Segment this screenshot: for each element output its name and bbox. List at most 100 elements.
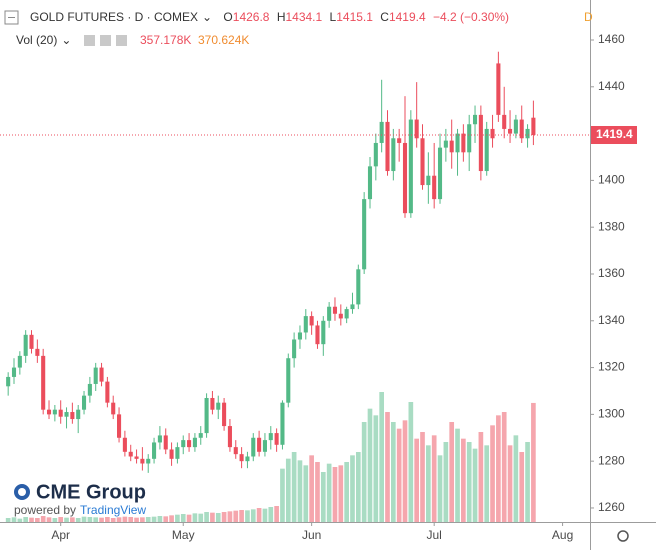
candle-body bbox=[87, 383, 92, 396]
volume-bar bbox=[280, 468, 285, 522]
dropdown-arrow[interactable]: ⌄ bbox=[202, 10, 212, 24]
candle-body bbox=[187, 440, 192, 448]
volume-bar bbox=[40, 516, 46, 522]
volume-bar bbox=[367, 408, 373, 522]
volume-bar bbox=[338, 465, 344, 522]
volume-title[interactable]: Vol (20) bbox=[16, 33, 57, 47]
volume-bar bbox=[140, 517, 145, 522]
settings-gear[interactable] bbox=[617, 530, 629, 542]
candle-body bbox=[128, 451, 133, 457]
candle-body bbox=[105, 381, 110, 403]
candle-body bbox=[309, 316, 314, 326]
volume-bar bbox=[256, 508, 262, 522]
remove-button[interactable] bbox=[116, 35, 127, 46]
candle-body bbox=[17, 355, 22, 368]
y-tick-label: 1280 bbox=[598, 453, 625, 467]
volume-bar bbox=[116, 517, 122, 522]
volume-bar bbox=[361, 422, 367, 522]
powered-by-brand[interactable]: TradingView bbox=[80, 503, 146, 517]
volume-bar bbox=[151, 516, 157, 522]
volume-bar bbox=[355, 452, 361, 522]
volume-bar bbox=[23, 517, 29, 522]
ohlc-key: O bbox=[223, 10, 232, 24]
settings-button[interactable] bbox=[100, 35, 111, 46]
candle-body bbox=[391, 138, 396, 172]
candle-body bbox=[414, 119, 419, 139]
candle-body bbox=[210, 397, 215, 410]
volume-bar bbox=[303, 465, 309, 522]
x-tick-label: Aug bbox=[552, 528, 573, 542]
collapse-button[interactable] bbox=[4, 10, 19, 25]
logo-text: CME Group bbox=[36, 481, 146, 503]
y-tick-label: 1400 bbox=[598, 173, 625, 187]
volume-bar bbox=[110, 518, 116, 522]
candle-body bbox=[134, 456, 139, 459]
candle-body bbox=[169, 449, 174, 459]
candle-body bbox=[286, 358, 291, 403]
candle-body bbox=[356, 269, 361, 305]
eye-button[interactable] bbox=[84, 35, 95, 46]
volume-bar bbox=[525, 442, 530, 522]
candle-body bbox=[508, 128, 513, 134]
candle-body bbox=[338, 313, 343, 319]
candle-body bbox=[76, 409, 81, 420]
candle-body bbox=[379, 121, 384, 143]
volume-bar bbox=[501, 412, 507, 522]
y-tick-label: 1460 bbox=[598, 32, 625, 46]
volume-bar bbox=[163, 516, 169, 522]
volume-bar bbox=[484, 445, 490, 522]
volume-bar bbox=[350, 455, 355, 522]
volume-bar bbox=[496, 415, 501, 522]
volume-bar bbox=[145, 517, 151, 522]
volume-bar bbox=[157, 516, 163, 522]
candle-body bbox=[181, 440, 186, 448]
candle-body bbox=[367, 166, 373, 200]
candle-body bbox=[472, 114, 478, 125]
volume-bar bbox=[29, 517, 34, 522]
candle-body bbox=[23, 334, 28, 356]
volume-bar bbox=[385, 412, 390, 522]
candle-body bbox=[420, 138, 425, 186]
candle-body bbox=[437, 147, 443, 200]
candle-body bbox=[461, 133, 466, 153]
volume-bar bbox=[431, 435, 437, 522]
volume-bar bbox=[52, 518, 58, 522]
volume-bar bbox=[210, 512, 215, 522]
volume-bar bbox=[198, 513, 204, 522]
candle-body bbox=[402, 142, 408, 214]
volume-bar bbox=[455, 428, 460, 522]
volume-bar bbox=[320, 472, 326, 522]
ohlc-key: L bbox=[330, 10, 337, 24]
y-tick-label: 1380 bbox=[598, 219, 625, 233]
volume-bar bbox=[472, 448, 478, 522]
last-price-tag bbox=[591, 126, 637, 145]
volume-bar bbox=[285, 458, 291, 522]
candle-body bbox=[222, 402, 227, 427]
change-value: −4.2 (−0.30%) bbox=[433, 10, 509, 24]
volume-bar bbox=[245, 510, 250, 522]
indicator-buttons bbox=[84, 35, 127, 46]
volume-bar bbox=[134, 517, 139, 522]
volume-bar bbox=[81, 516, 87, 522]
candle-body bbox=[315, 325, 320, 345]
candle-body bbox=[117, 414, 122, 438]
candle-body bbox=[484, 128, 489, 172]
candle-body bbox=[239, 454, 244, 462]
candle-body bbox=[449, 140, 454, 153]
x-tick-label: Jun bbox=[302, 528, 321, 542]
last-price-label: 1419.4 bbox=[596, 127, 633, 141]
volume-bar bbox=[426, 445, 431, 522]
volume-bar bbox=[478, 432, 484, 522]
dropdown-arrow[interactable]: ⌄ bbox=[61, 33, 71, 47]
volume-bar bbox=[466, 442, 472, 522]
logo-mark-inner bbox=[18, 488, 26, 496]
candle-body bbox=[467, 124, 472, 153]
candle-body bbox=[140, 458, 145, 464]
y-tick-label: 1300 bbox=[598, 407, 625, 421]
candle-body bbox=[280, 402, 285, 445]
candle-body bbox=[227, 426, 232, 448]
volume-bar bbox=[75, 518, 81, 522]
volume-bar bbox=[239, 510, 244, 522]
volume-bar bbox=[93, 517, 99, 522]
symbol-title[interactable]: GOLD FUTURES · D · COMEX bbox=[30, 10, 198, 24]
